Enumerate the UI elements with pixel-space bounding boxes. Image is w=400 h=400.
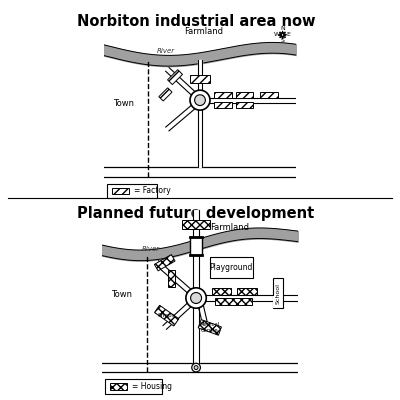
Text: Playground: Playground [210,263,253,272]
Bar [236,102,253,108]
Bar [154,254,175,271]
Circle shape [195,95,205,106]
Bar [260,92,278,98]
Bar [215,298,252,305]
Bar [107,184,157,198]
Text: Norbiton industrial area now: Norbiton industrial area now [77,14,316,29]
Bar [154,305,179,326]
Text: Farmland: Farmland [184,26,223,36]
Circle shape [190,90,210,110]
Text: = Housing: = Housing [132,382,172,391]
Text: Town: Town [113,100,134,108]
Text: School: School [276,283,281,304]
Bar [198,320,222,335]
Circle shape [190,292,202,304]
Polygon shape [199,306,208,328]
Bar [272,296,278,308]
Bar [190,75,210,83]
Bar [159,88,172,101]
Bar [214,102,232,108]
Text: River: River [156,48,174,54]
Text: Shops: Shops [158,313,176,318]
Text: Farmland: Farmland [210,223,249,232]
Bar [190,237,202,256]
Text: River: River [142,246,160,252]
Bar [105,379,162,394]
Polygon shape [166,68,195,95]
Circle shape [186,288,206,308]
Text: N: N [280,26,285,32]
Text: W: W [274,32,280,37]
Bar [182,220,210,229]
Polygon shape [163,303,191,329]
Text: Town: Town [111,290,132,298]
Bar [112,188,129,194]
Bar [168,270,175,287]
Bar [236,92,253,98]
Bar [237,288,257,294]
Bar [214,92,232,98]
Polygon shape [155,261,191,293]
Bar [168,70,182,84]
Text: Planned future development: Planned future development [78,206,315,221]
Polygon shape [166,105,195,131]
Text: S: S [281,38,284,43]
Bar [210,257,253,278]
Circle shape [194,366,198,370]
Text: = Factory: = Factory [134,186,170,196]
Text: Medical
Centre: Medical Centre [200,322,220,333]
Circle shape [192,363,200,372]
Text: E: E [286,32,290,37]
Bar [110,383,128,390]
Bar [212,288,231,294]
Bar [272,278,283,308]
